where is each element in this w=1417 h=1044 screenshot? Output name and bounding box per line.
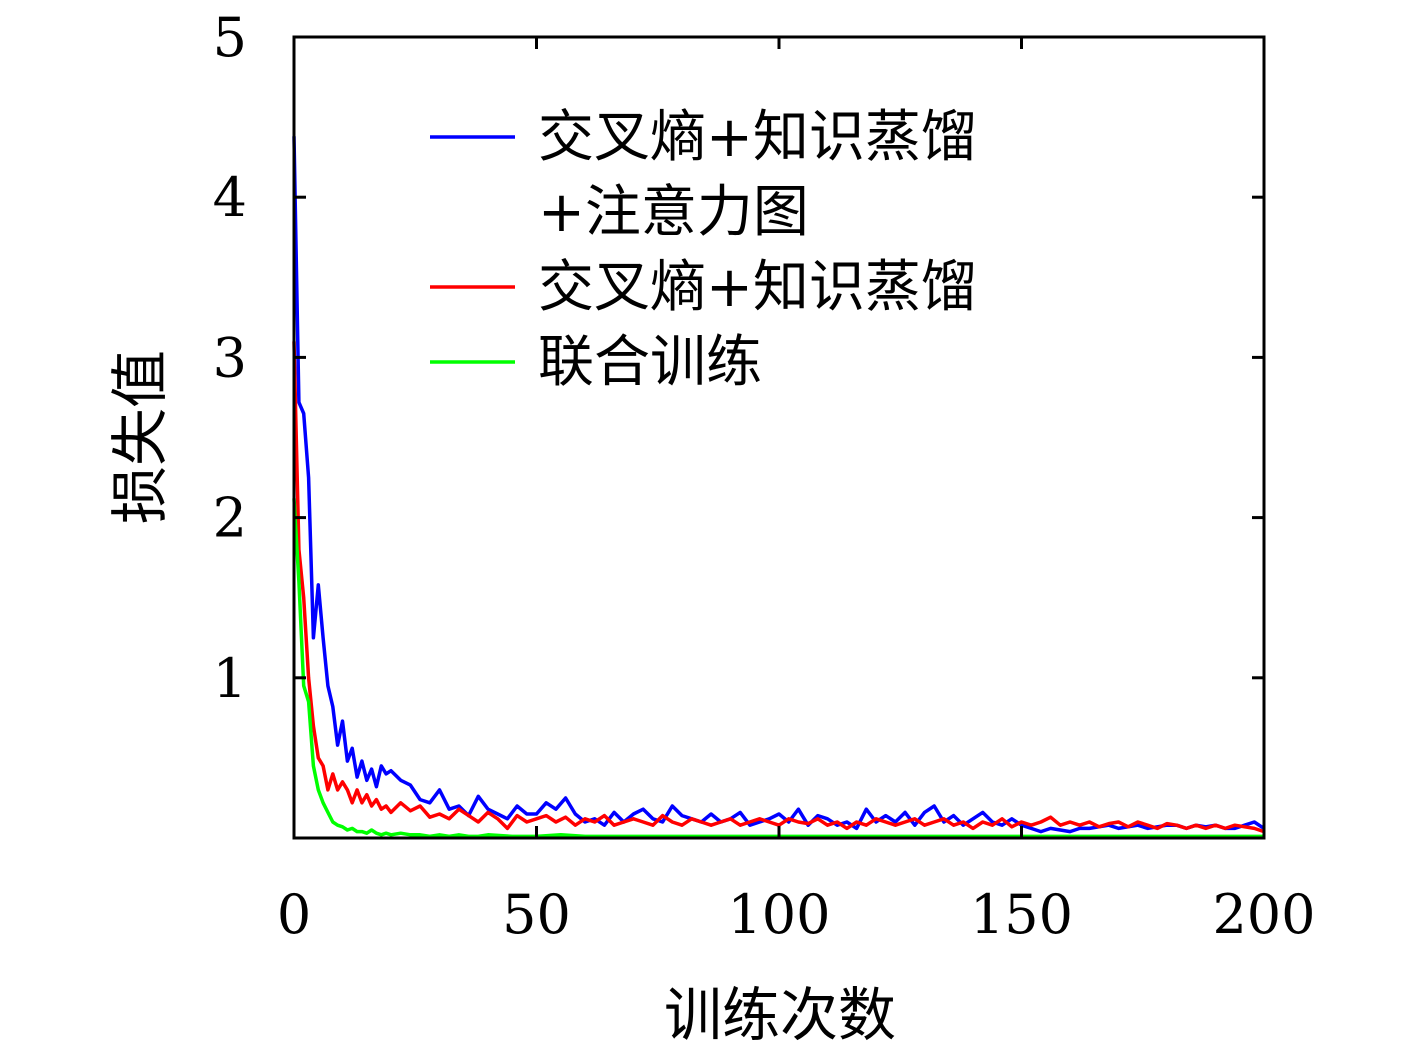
- y-tick-label: 3: [213, 326, 247, 389]
- x-axis-title: 训练次数: [664, 981, 896, 1044]
- y-tick-label: 5: [213, 6, 247, 69]
- x-tick-label: 0: [277, 883, 311, 946]
- legend-label-2: 交叉熵+知识蒸馏: [538, 255, 977, 320]
- x-tick-label: 200: [1212, 883, 1315, 946]
- x-tick-label: 50: [502, 883, 571, 946]
- series-line-2: [292, 341, 1265, 834]
- x-tick-label: 100: [727, 883, 830, 946]
- x-tick-label: 150: [970, 883, 1073, 946]
- y-tick-label: 2: [213, 487, 247, 550]
- series-line-3: [292, 498, 1264, 839]
- legend-label-3: 联合训练: [538, 330, 762, 395]
- y-tick-label: 4: [213, 166, 247, 229]
- ticks-layer: 0 50 100 150 200 1 2 3 4 5: [213, 6, 1316, 946]
- series-layer: [292, 136, 1265, 839]
- legend-label-1: +注意力图: [538, 180, 809, 245]
- legend-label-1: 交叉熵+知识蒸馏: [538, 105, 977, 170]
- y-tick-label: 1: [213, 647, 247, 710]
- y-axis-title: 损失值: [106, 350, 174, 524]
